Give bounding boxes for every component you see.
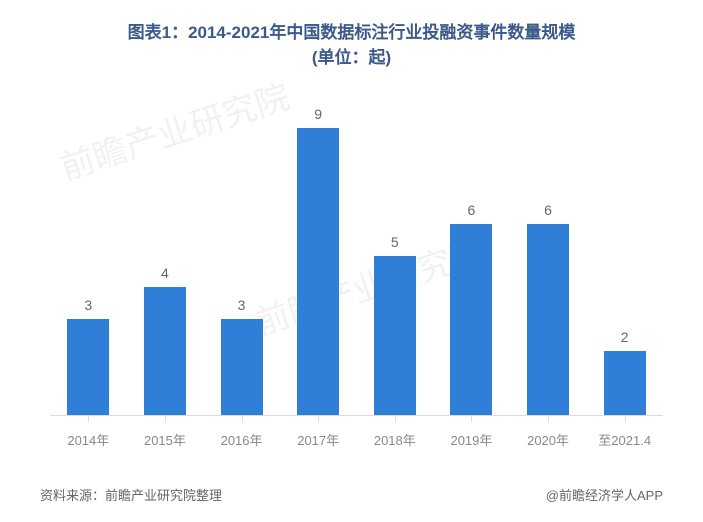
bar-rect: [297, 128, 339, 415]
chart-title-line1: 图表1：2014-2021年中国数据标注行业投融资事件数量规模: [0, 18, 703, 43]
x-axis-label: 2016年: [203, 416, 280, 456]
bar-slot: 4: [127, 96, 204, 415]
x-axis-labels: 2014年2015年2016年2017年2018年2019年2020年至2021…: [50, 416, 663, 456]
chart-title-block: 图表1：2014-2021年中国数据标注行业投融资事件数量规模 (单位：起): [0, 0, 703, 76]
bar-rect: [144, 287, 186, 415]
chart-area: 3 4 3 9 5 6 6 2 2014年2015年2016年2017年2018年2019年2…: [50, 96, 663, 456]
bar-value-label: 6: [468, 202, 476, 218]
bar-value-label: 5: [391, 234, 399, 250]
chart-footer: 资料来源：前瞻产业研究院整理 @前瞻经济学人APP: [40, 485, 663, 504]
attribution-label: @前瞻经济学人APP: [546, 485, 663, 504]
bar-slot: 5: [357, 96, 434, 415]
plot-region: 3 4 3 9 5 6 6 2: [50, 96, 663, 416]
x-axis-label: 2014年: [50, 416, 127, 456]
bar-slot: 3: [50, 96, 127, 415]
bar-value-label: 3: [84, 297, 92, 313]
bar-value-label: 2: [621, 329, 629, 345]
bar-rect: [527, 224, 569, 415]
x-axis-label: 至2021.4: [586, 416, 663, 456]
bar-value-label: 6: [544, 202, 552, 218]
bar-slot: 2: [586, 96, 663, 415]
bar-rect: [221, 319, 263, 415]
x-axis-label: 2019年: [433, 416, 510, 456]
bar-slot: 6: [433, 96, 510, 415]
source-label: 资料来源：前瞻产业研究院整理: [40, 485, 222, 504]
bar-rect: [374, 256, 416, 416]
bar-value-label: 9: [314, 106, 322, 122]
bar-slot: 3: [203, 96, 280, 415]
bar-value-label: 3: [238, 297, 246, 313]
x-axis-label: 2020年: [510, 416, 587, 456]
x-axis-label: 2015年: [127, 416, 204, 456]
bar-value-label: 4: [161, 265, 169, 281]
bar-rect: [450, 224, 492, 415]
x-axis-label: 2017年: [280, 416, 357, 456]
chart-title-line2: (单位：起): [0, 43, 703, 68]
bars-container: 3 4 3 9 5 6 6 2: [50, 96, 663, 415]
bar-rect: [604, 351, 646, 415]
x-axis-label: 2018年: [357, 416, 434, 456]
bar-slot: 6: [510, 96, 587, 415]
bar-slot: 9: [280, 96, 357, 415]
bar-rect: [67, 319, 109, 415]
